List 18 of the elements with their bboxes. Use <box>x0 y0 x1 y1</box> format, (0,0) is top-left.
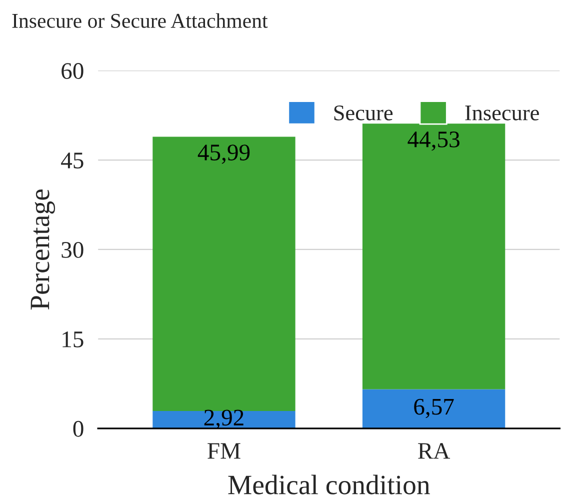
data-label: 6,57 <box>414 398 454 418</box>
bar <box>362 389 506 428</box>
x-tick-label: RA <box>418 443 450 459</box>
x-tick-label: FM <box>208 443 240 459</box>
y-tick-label: 0 <box>73 420 84 437</box>
y-tick-label: 45 <box>61 152 84 168</box>
data-label: 2,92 <box>204 410 244 429</box>
y-tick-label: 30 <box>62 242 84 258</box>
data-label: 45,99 <box>198 144 250 164</box>
legend-label: Insecure <box>465 106 539 120</box>
legend-label: Secure <box>334 105 393 120</box>
x-axis-title: Medical condition <box>228 474 430 494</box>
y-tick-label: 60 <box>62 63 84 79</box>
bar <box>152 136 296 411</box>
chart-title: Insecure or Secure Attachment <box>12 13 268 28</box>
y-tick-label: 15 <box>62 332 84 348</box>
y-axis-title: Percentage <box>30 190 56 310</box>
data-label: 44,53 <box>408 132 460 151</box>
